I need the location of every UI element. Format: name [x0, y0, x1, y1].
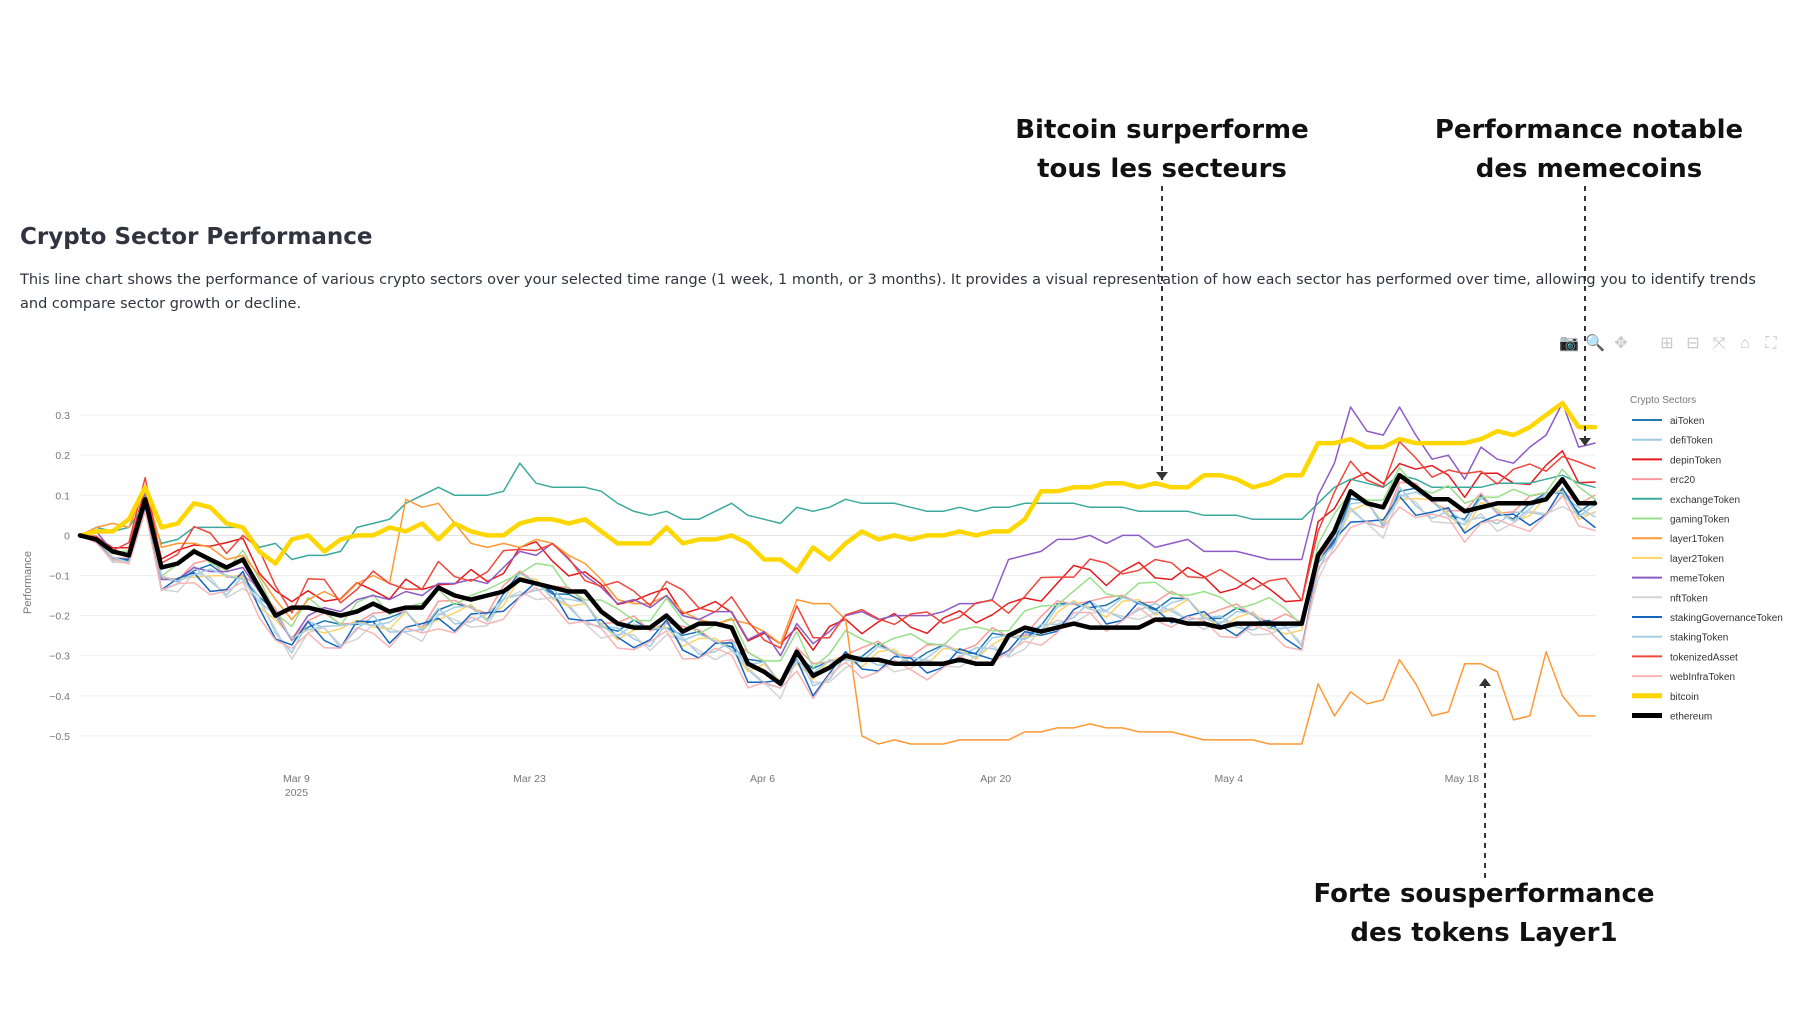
annotation-meme: Performance notable des memecoins: [1409, 111, 1769, 189]
legend-label-stakingToken: stakingToken: [1670, 633, 1728, 644]
y-tick-label: 0.1: [55, 490, 70, 502]
legend-label-layer1Token: layer1Token: [1670, 534, 1724, 545]
series-line-gamingToken: [79, 466, 1596, 669]
series-line-memeToken: [79, 402, 1596, 657]
legend-label-exchangeToken: exchangeToken: [1670, 495, 1740, 506]
y-tick-label: 0.3: [55, 410, 70, 422]
chart-description: This line chart shows the performance of…: [20, 272, 1756, 312]
series-line-erc20: [79, 481, 1596, 685]
legend-label-webInfraToken: webInfraToken: [1669, 672, 1735, 683]
zoom-out-icon[interactable]: ⊟: [1686, 335, 1700, 352]
legend-label-ethereum: ethereum: [1670, 712, 1712, 723]
annotation-layer1: Forte sousperformance des tokens Layer1: [1304, 875, 1664, 953]
legend-title: Crypto Sectors: [1630, 395, 1696, 406]
annotation-layer1-arrow-head: [1479, 678, 1491, 686]
x-tick-sublabel: 2025: [285, 787, 309, 799]
x-tick-label: Mar 9: [283, 773, 310, 785]
x-tick-label: Apr 6: [750, 773, 775, 785]
legend-label-bitcoin: bitcoin: [1670, 692, 1699, 703]
zoom-in-icon[interactable]: ⊞: [1660, 335, 1674, 352]
y-tick-label: −0.2: [49, 611, 70, 623]
y-axis-title: Performance: [22, 551, 34, 614]
legend-label-depinToken: depinToken: [1670, 455, 1721, 466]
legend-label-nftToken: nftToken: [1670, 593, 1708, 604]
annotation-bitcoin: Bitcoin surperforme tous les secteurs: [982, 111, 1342, 189]
series-line-bitcoin: [77, 400, 1598, 574]
reset-axes-icon[interactable]: ⌂: [1740, 335, 1750, 352]
series-line-nftToken: [79, 493, 1596, 700]
series-line-layer2Token: [79, 488, 1596, 683]
series-line-tokenizedAsset: [79, 440, 1596, 649]
y-tick-label: −0.3: [49, 651, 70, 663]
camera-icon[interactable]: 📷: [1559, 335, 1579, 352]
legend-label-layer2Token: layer2Token: [1670, 554, 1724, 565]
series-line-ethereum: [77, 472, 1598, 687]
annotation-bitcoin-line1: Bitcoin surperforme: [1015, 115, 1309, 145]
annotation-layer1-line2: des tokens Layer1: [1350, 918, 1618, 948]
chart-toolbar: 📷 🔍 ✥ ⊞ ⊟ ⤧ ⌂ ⛶: [1558, 333, 1788, 357]
y-tick-label: 0: [64, 530, 70, 542]
series-line-webInfraToken: [79, 494, 1596, 700]
legend-label-gamingToken: gamingToken: [1670, 515, 1729, 526]
x-tick-label: Mar 23: [513, 773, 546, 785]
annotation-bitcoin-line2: tous les secteurs: [1037, 154, 1287, 184]
x-tick-label: May 18: [1445, 773, 1480, 785]
annotation-meme-line1: Performance notable: [1434, 115, 1744, 145]
annotation-meme-arrow-head: [1579, 438, 1591, 446]
x-tick-label: May 4: [1214, 773, 1243, 785]
pan-icon[interactable]: ✥: [1614, 335, 1628, 352]
y-tick-label: −0.4: [49, 691, 70, 703]
y-tick-label: −0.5: [49, 731, 70, 743]
autoscale-icon[interactable]: ⤧: [1712, 335, 1726, 352]
series-line-exchangeToken: [79, 462, 1596, 561]
x-tick-label: Apr 20: [980, 773, 1011, 785]
legend-label-aiToken: aiToken: [1670, 416, 1704, 427]
fullscreen-icon[interactable]: ⛶: [1765, 335, 1777, 352]
chart-title: Crypto Sector Performance: [20, 224, 373, 250]
series-line-layer1Token: [79, 486, 1596, 745]
annotation-bitcoin-arrow-head: [1156, 472, 1168, 480]
legend-label-defiToken: defiToken: [1670, 436, 1713, 447]
y-tick-label: 0.2: [55, 450, 70, 462]
y-tick-label: −0.1: [49, 570, 70, 582]
legend-label-tokenizedAsset: tokenizedAsset: [1670, 652, 1738, 663]
annotation-layer1-line1: Forte sousperformance: [1313, 879, 1655, 909]
zoom-icon[interactable]: 🔍: [1585, 335, 1605, 352]
legend-label-memeToken: memeToken: [1670, 574, 1724, 585]
annotation-meme-line2: des memecoins: [1475, 154, 1703, 184]
legend-label-erc20: erc20: [1670, 475, 1695, 486]
legend-label-stakingGovernanceToken: stakingGovernanceToken: [1670, 613, 1783, 624]
